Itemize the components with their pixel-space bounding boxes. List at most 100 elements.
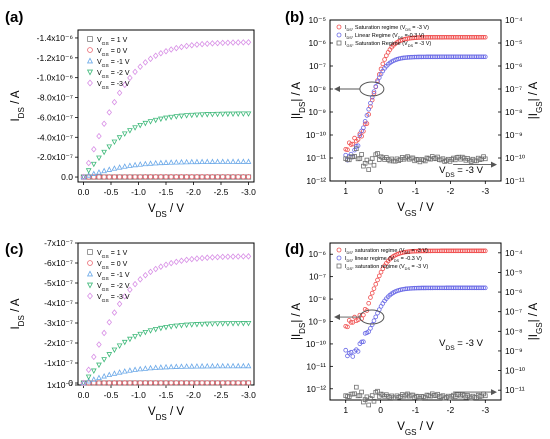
data-point <box>240 174 246 180</box>
data-point <box>194 174 200 180</box>
legend-label: IGS, saturation regime (VDS = -3 V) <box>345 264 428 271</box>
y2-axis-label: |IGS| / A <box>528 81 544 119</box>
data-point <box>368 100 373 106</box>
data-point <box>235 39 241 46</box>
data-point <box>240 39 247 46</box>
x-tick-label: -2.5 <box>214 187 229 197</box>
panel-b: (b) 1 0 -1 -2 -3 VGS / V 10⁻¹² 10⁻¹¹ 10⁻¹⁰ 10⁻⁹ 10⁻… <box>285 9 544 218</box>
legend-label: IGS, Saturation Regime (VDS = -3 V) <box>345 41 431 48</box>
data-point <box>116 343 123 349</box>
data-point <box>235 321 242 327</box>
data-point <box>163 380 169 386</box>
x-tick-label: -0.5 <box>104 390 119 400</box>
data-point <box>158 174 164 180</box>
data-point <box>481 285 486 291</box>
data-point <box>345 147 350 153</box>
data-point <box>111 98 118 106</box>
legend-label: VGS = -3 V <box>97 294 130 304</box>
data-point <box>127 286 133 294</box>
data-point <box>147 119 154 125</box>
data-point <box>371 91 377 96</box>
data-point <box>204 174 210 180</box>
y-tick-label: 10⁻¹⁰ <box>306 339 327 349</box>
data-point <box>142 120 149 127</box>
data-point <box>225 253 231 261</box>
x-tick-label: -1 <box>412 405 420 415</box>
x-axis-label: VGS / V <box>397 202 434 218</box>
data-point <box>183 42 190 50</box>
data-point <box>127 128 133 134</box>
data-point <box>152 117 159 124</box>
data-point <box>189 174 195 180</box>
data-point <box>382 57 387 62</box>
data-point <box>132 380 138 386</box>
data-point <box>137 161 144 167</box>
data-point <box>204 40 210 47</box>
legend-marker <box>336 255 342 261</box>
data-point <box>235 111 242 117</box>
y2-tick-label: 10⁻⁵ <box>505 267 522 277</box>
data-point <box>85 168 92 174</box>
data-point <box>116 135 123 141</box>
y2-tick-label: 10⁻⁹ <box>505 130 523 140</box>
data-point <box>361 339 366 345</box>
y2-tick-label: 10⁻⁶ <box>505 61 522 71</box>
data-point <box>152 159 159 166</box>
data-point <box>194 112 200 119</box>
x-tick-label: 0 <box>378 186 383 196</box>
data-point <box>184 380 190 386</box>
data-point <box>127 74 133 82</box>
y-tick-label: 10⁻¹² <box>306 384 326 394</box>
data-point <box>85 374 92 381</box>
data-point <box>111 309 118 316</box>
data-point <box>204 362 211 369</box>
data-point <box>240 380 246 386</box>
data-point <box>188 322 195 328</box>
data-point <box>359 389 364 395</box>
data-point <box>90 368 97 374</box>
data-point <box>230 39 236 46</box>
series---3-V <box>80 39 252 181</box>
legend-label: VGS = -2 V <box>97 283 130 293</box>
data-point <box>482 34 488 40</box>
data-point <box>157 325 164 332</box>
series-ds-1 <box>343 285 488 359</box>
legend-marker <box>86 57 94 64</box>
y-tick-label: 10⁻¹¹ <box>306 153 326 163</box>
data-point <box>173 114 180 120</box>
data-point <box>111 165 118 171</box>
data-point <box>209 40 216 47</box>
data-point <box>188 112 195 119</box>
data-point <box>209 254 216 261</box>
data-point <box>204 321 211 328</box>
data-point <box>163 174 169 180</box>
data-point <box>122 174 128 180</box>
x-tick-label: -1.0 <box>131 390 146 400</box>
data-point <box>199 112 205 118</box>
data-point <box>137 365 144 372</box>
series-ds-0 <box>343 34 488 153</box>
panel-label: (d) <box>285 241 304 258</box>
data-point <box>204 254 210 261</box>
data-point <box>204 380 210 386</box>
data-point <box>142 160 149 167</box>
legend-label: IDS, Linear Regime (VDS =-0.3 V) <box>345 33 424 40</box>
data-point <box>366 106 371 112</box>
legend-marker <box>336 247 342 253</box>
series-gs-2 <box>343 384 488 408</box>
legend-label: VGS = -3 V <box>97 81 130 91</box>
data-point <box>178 380 185 386</box>
data-point <box>361 125 366 131</box>
legend-label: VGS = -2 V <box>97 70 130 80</box>
data-point <box>368 295 373 300</box>
data-point <box>368 326 373 331</box>
x-axis-label: VDS / V <box>148 406 184 422</box>
data-point <box>214 362 221 369</box>
data-point <box>375 79 380 85</box>
legend-marker <box>86 270 94 277</box>
data-point <box>168 380 174 386</box>
y-tick-label: -1.0x10⁻⁶ <box>37 73 73 83</box>
y-tick-label: -1.2x10⁻⁶ <box>37 53 73 63</box>
data-point <box>106 166 113 172</box>
y-tick-label: -1.4x10⁻⁶ <box>37 33 73 43</box>
